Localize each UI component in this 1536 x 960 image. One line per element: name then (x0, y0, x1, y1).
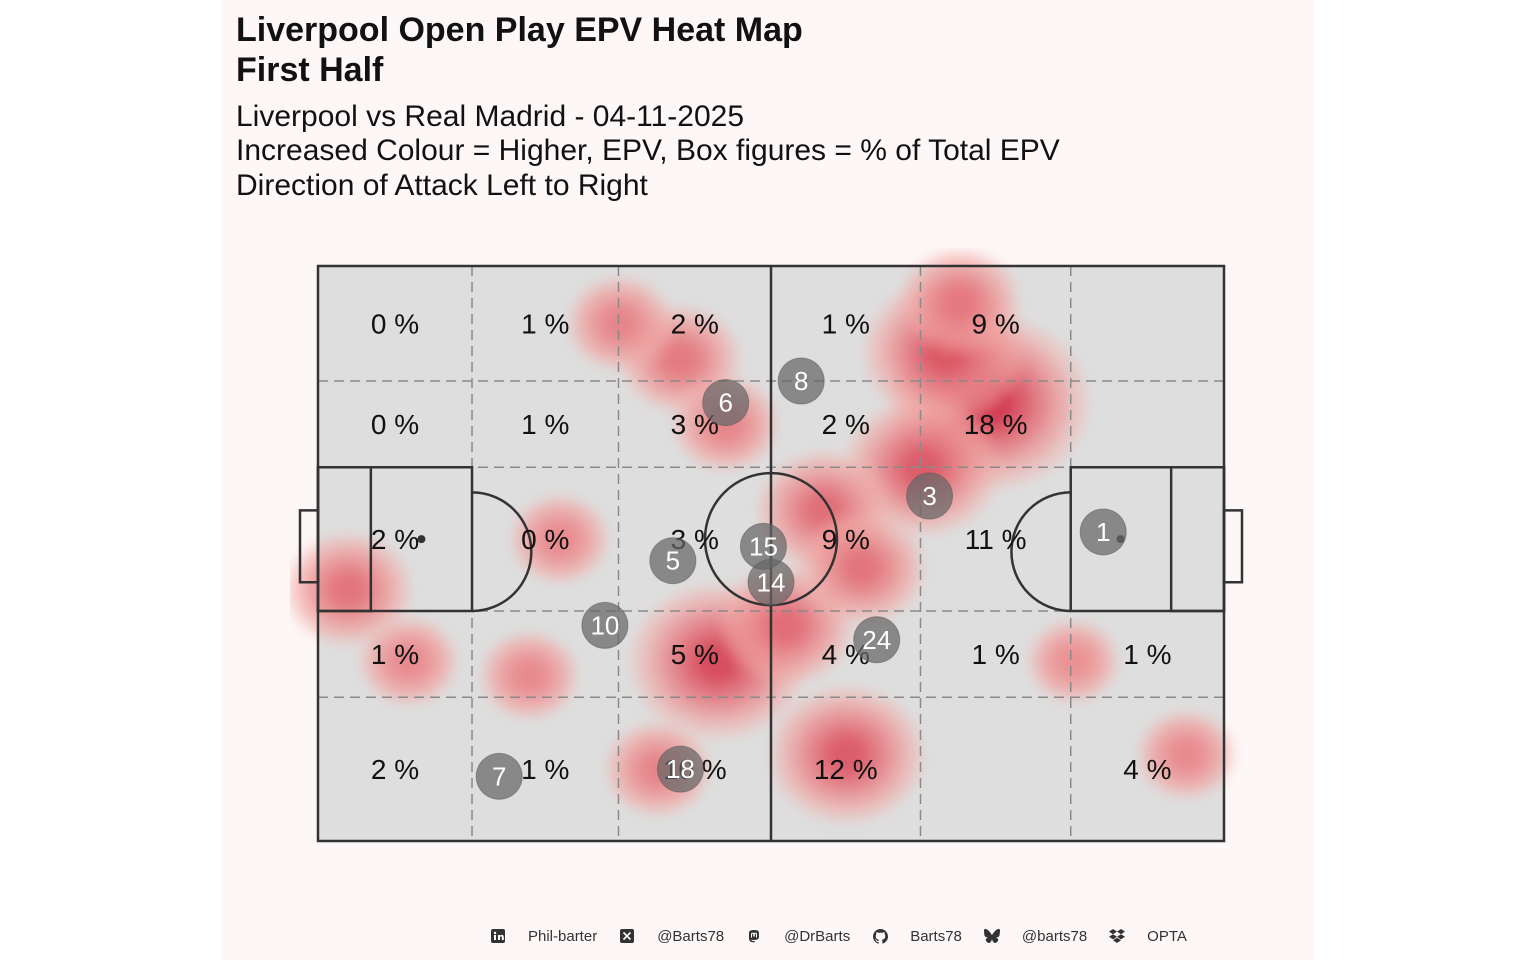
zone-label-r3-c2: 5 % (671, 639, 719, 670)
player-number-15: 15 (749, 531, 778, 561)
player-marker-8: 8 (777, 357, 825, 405)
chart-subtitle-legend-note: Increased Colour = Higher, EPV, Box figu… (236, 134, 1060, 167)
dropbox-icon (1109, 928, 1126, 944)
player-dot-24 (853, 616, 901, 664)
zone-label-r1-c0: 0 % (371, 409, 419, 440)
player-number-3: 3 (922, 481, 936, 511)
chart-subtitle-direction: Direction of Attack Left to Right (236, 169, 648, 202)
x-twitter-icon (619, 928, 635, 944)
zone-label-r1-c3: 2 % (822, 409, 870, 440)
heat-blob-16 (1029, 622, 1117, 701)
zone-label-r4-c1: 1 % (521, 754, 569, 785)
player-dot-7 (475, 752, 523, 800)
bluesky-icon (983, 928, 1000, 944)
zone-label-r3-c0: 1 % (371, 639, 419, 670)
zone-label-r0-c0: 0 % (371, 309, 419, 340)
player-marker-3: 3 (906, 472, 954, 520)
footer-github-handle: Barts78 (910, 927, 962, 945)
chart-title: Liverpool Open Play EPV Heat Map (236, 11, 803, 49)
left-goal (298, 509, 320, 584)
player-number-6: 6 (718, 388, 732, 418)
player-number-5: 5 (666, 546, 680, 576)
zone-label-r4-c3: 12 % (814, 754, 878, 785)
heat-layer (290, 250, 1234, 821)
heat-blob-12 (361, 619, 456, 704)
heat-blob-9 (569, 278, 671, 369)
player-number-7: 7 (492, 761, 506, 791)
footer-credits: Phil-barter @Barts78 @DrBarts Barts78 @b… (490, 924, 1209, 948)
player-dot-6 (702, 379, 750, 427)
zone-label-r0-c4: 9 % (971, 309, 1019, 340)
footer-linkedin-handle: Phil-barter (528, 927, 598, 945)
zone-label-r4-c5: 4 % (1123, 754, 1171, 785)
player-marker-7: 7 (475, 752, 523, 800)
player-marker-18: 18 (656, 745, 704, 793)
player-number-10: 10 (590, 610, 619, 640)
pitch-markings (298, 264, 1244, 843)
zone-labels: 0 % 1 % 2 % 1 % 9 %0 % 1 % 3 % 2 % 18 %2 % 0 % 3 %… (371, 309, 1172, 786)
zone-label-r2-c3: 9 % (822, 524, 870, 555)
chart-title-second-line: First Half (236, 51, 384, 89)
player-number-14: 14 (757, 567, 786, 597)
footer-data-source: OPTA (1147, 927, 1187, 945)
zone-label-r0-c2: 2 % (671, 309, 719, 340)
footer-bluesky-handle: @barts78 (1021, 927, 1088, 945)
zone-label-r2-c1: 0 % (521, 524, 569, 555)
player-dot-3 (906, 472, 954, 520)
player-marker-15: 15 (739, 522, 787, 570)
right-goal (1222, 509, 1244, 584)
footer-x-handle: @Barts78 (657, 927, 725, 945)
zone-label-r2-c4: 11 % (965, 524, 1027, 555)
player-marker-5: 5 (649, 537, 697, 585)
right-penalty-arc (1010, 491, 1071, 613)
player-dot-10 (581, 601, 629, 649)
heat-blob-13 (482, 633, 577, 718)
footer-mastodon-handle: @DrBarts (784, 927, 851, 945)
player-marker-1: 1 (1079, 508, 1127, 556)
player-number-8: 8 (794, 366, 808, 396)
player-marker-6: 6 (702, 379, 750, 427)
zone-label-r3-c5: 1 % (1123, 639, 1171, 670)
player-number-1: 1 (1096, 517, 1110, 547)
github-icon (872, 928, 888, 944)
zone-label-r4-c0: 2 % (371, 754, 419, 785)
player-marker-10: 10 (581, 601, 629, 649)
zone-label-r1-c4: 18 % (964, 409, 1028, 440)
linkedin-icon (490, 928, 506, 944)
left-penalty-arc (472, 491, 533, 613)
heat-blob-14 (902, 250, 1018, 353)
player-markers: 1 3 5 6 7 8 10 14 15 18 24 (475, 357, 1127, 800)
zone-label-r0-c3: 1 % (822, 309, 870, 340)
left-penalty-spot (417, 535, 426, 544)
zone-label-r0-c1: 1 % (521, 309, 569, 340)
chart-subtitle-match: Liverpool vs Real Madrid - 04-11-2025 (236, 100, 745, 133)
player-dot-8 (777, 357, 825, 405)
player-number-18: 18 (666, 754, 695, 784)
zone-label-r3-c4: 1 % (971, 639, 1019, 670)
heat-blob-7 (771, 688, 922, 821)
zone-label-r2-c0: 2 % (371, 524, 419, 555)
player-dot-5 (649, 537, 697, 585)
heat-blob-15 (1139, 712, 1234, 797)
player-dot-18 (656, 745, 704, 793)
heat-blob-18 (512, 497, 607, 582)
zone-label-r1-c1: 1 % (521, 409, 569, 440)
player-marker-24: 24 (853, 616, 901, 664)
player-dot-1 (1079, 508, 1127, 556)
player-number-24: 24 (862, 625, 891, 655)
mastodon-icon (746, 928, 762, 944)
player-dot-15 (739, 522, 787, 570)
player-marker-14: 14 (747, 558, 795, 606)
